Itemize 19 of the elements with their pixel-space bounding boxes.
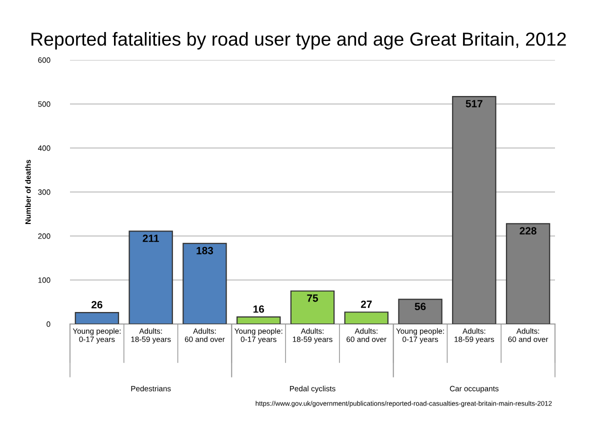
bar bbox=[452, 96, 496, 324]
bar bbox=[236, 316, 281, 324]
chart-title: Reported fatalities by road user type and age Great Britain, 2012 bbox=[32, 32, 566, 50]
data-label: 228 bbox=[520, 227, 536, 234]
data-label: 26 bbox=[92, 301, 102, 308]
bar bbox=[344, 312, 388, 324]
bar bbox=[182, 242, 227, 324]
bar bbox=[290, 290, 335, 324]
bar bbox=[128, 230, 173, 324]
data-label: 183 bbox=[196, 246, 214, 254]
bar bbox=[398, 298, 442, 324]
data-label: 517 bbox=[466, 100, 482, 108]
data-label: 75 bbox=[307, 294, 318, 302]
bar bbox=[506, 223, 550, 324]
data-label: 27 bbox=[360, 300, 372, 308]
data-label: 211 bbox=[142, 234, 159, 242]
data-label: 16 bbox=[253, 305, 264, 313]
data-label: 56 bbox=[414, 302, 426, 310]
bar bbox=[74, 312, 120, 324]
